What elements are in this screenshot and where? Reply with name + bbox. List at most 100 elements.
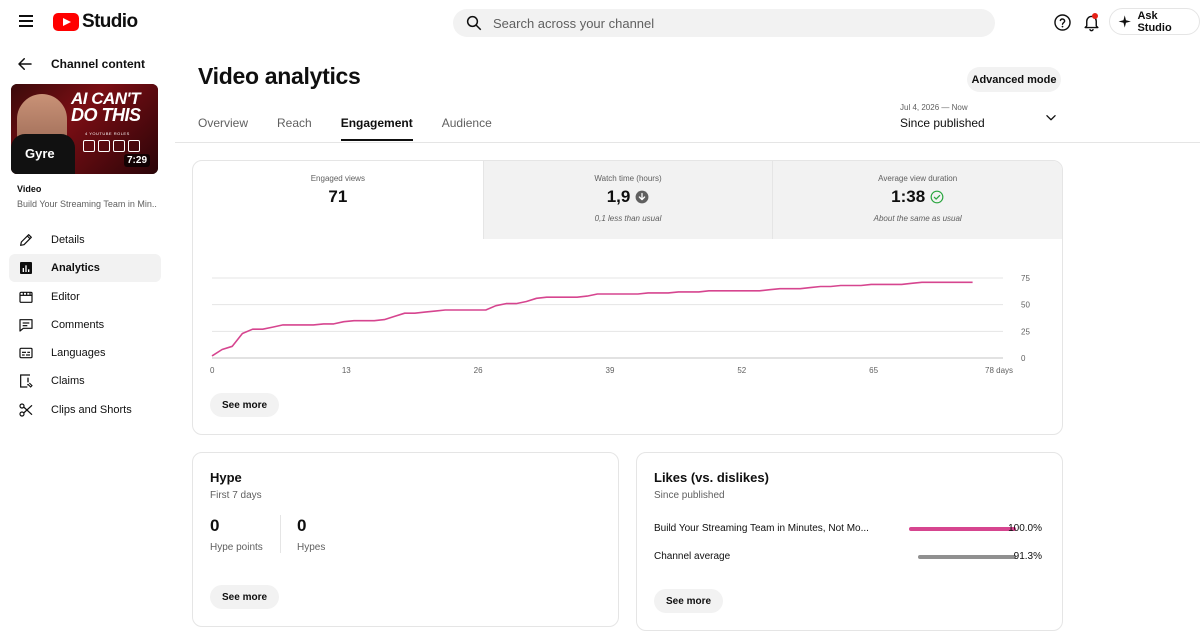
hype-card: Hype First 7 days 0 Hype points 0 Hypes … (192, 452, 619, 627)
engagement-see-more-button[interactable]: See more (210, 393, 280, 417)
tab-overview[interactable]: Overview (198, 116, 249, 130)
likes-row-label: Channel average (654, 551, 731, 562)
logo-text: Studio (82, 11, 138, 32)
metric-value: 1,9 (606, 187, 631, 206)
video-duration: 7:29 (123, 154, 150, 167)
likes-row-label: Build Your Streaming Team in Minutes, No… (654, 523, 869, 534)
sidebar-item-comments[interactable]: Comments (9, 311, 161, 339)
sidebar-item-label: Languages (51, 347, 106, 360)
likes-row-channel-average: Channel average 91.3% (654, 551, 1046, 565)
metric-engaged-views[interactable]: Engaged views 71 (193, 161, 483, 239)
sidebar-item-details[interactable]: Details (9, 226, 161, 254)
hype-points-label: Hype points (210, 542, 263, 553)
tab-reach[interactable]: Reach (277, 116, 312, 130)
search-bar[interactable] (453, 9, 995, 37)
x-tick-label: 65 (869, 366, 878, 375)
menu-icon[interactable] (16, 12, 36, 32)
ask-studio-button[interactable]: Ask Studio (1109, 8, 1200, 35)
metric-watch-time[interactable]: Watch time (hours) 1,9 0,1 less than usu… (482, 161, 773, 239)
x-tick-label: 52 (737, 366, 746, 375)
sidebar-item-label: Comments (51, 318, 105, 331)
hype-subtitle: First 7 days (210, 490, 262, 501)
stat-divider (280, 515, 281, 553)
metric-value: 71 (328, 187, 348, 206)
metric-label: Average view duration (878, 174, 958, 183)
youtube-logo-icon (53, 13, 79, 31)
notification-dot (1092, 13, 1098, 19)
sparkle-icon (1118, 15, 1131, 28)
x-tick-label: 26 (474, 366, 483, 375)
engaged-views-chart: 0 25 50 75 0 13 26 39 52 65 78 days (210, 274, 1030, 375)
thumbnail-icons (83, 140, 143, 152)
metric-label: Watch time (hours) (594, 174, 662, 183)
video-thumbnail[interactable]: AI CAN'T DO THIS 4 YOUTUBE ROLES Gyre 7:… (11, 84, 158, 174)
sidebar-item-analytics[interactable]: Analytics (9, 254, 161, 283)
sidebar-item-label: Editor (51, 290, 80, 303)
x-tick-label: 78 days (985, 366, 1013, 375)
search-input[interactable] (493, 15, 973, 31)
likes-bar-channel-average (918, 555, 1016, 559)
studio-logo[interactable]: Studio (53, 11, 138, 32)
likes-title: Likes (vs. dislikes) (654, 470, 769, 485)
sidebar-item-editor[interactable]: Editor (9, 283, 161, 311)
chevron-down-icon (1046, 115, 1056, 121)
video-title: Build Your Streaming Team in Min... (17, 199, 157, 209)
ask-studio-label: Ask Studio (1137, 9, 1172, 34)
back-label: Channel content (51, 57, 146, 71)
likes-see-more-button[interactable]: See more (654, 589, 724, 613)
y-tick-label: 75 (1021, 274, 1030, 283)
date-range-text: Jul 4, 2026 — Now (900, 103, 968, 112)
help-icon[interactable] (1053, 13, 1072, 32)
sidebar-item-label: Clips and Shorts (51, 403, 132, 416)
languages-icon (18, 345, 34, 361)
likes-subtitle: Since published (654, 490, 725, 501)
x-tick-label: 39 (606, 366, 615, 375)
sidebar-nav: Details Analytics Editor Comments Langua… (9, 226, 161, 424)
x-tick-label: 13 (342, 366, 351, 375)
thumbnail-brand: Gyre (25, 146, 55, 161)
editor-icon (18, 289, 34, 305)
pencil-icon (18, 232, 34, 248)
sidebar-item-label: Details (51, 234, 85, 246)
hype-points-stat: 0 Hype points (210, 516, 263, 553)
tabs-divider (175, 142, 1200, 143)
sidebar-item-label: Analytics (51, 262, 100, 275)
tab-audience[interactable]: Audience (441, 116, 492, 130)
analytics-tabs: Overview Reach Engagement Audience (198, 116, 521, 141)
top-bar: Studio Ask Studio (0, 0, 1200, 44)
search-icon (466, 15, 482, 31)
advanced-mode-button[interactable]: Advanced mode (967, 67, 1061, 92)
metric-note: About the same as usual (873, 214, 962, 223)
thumbnail-subtitle: 4 YOUTUBE ROLES (85, 131, 130, 136)
arrow-back-icon (18, 58, 32, 70)
metric-average-view-duration[interactable]: Average view duration 1:38 About the sam… (772, 161, 1062, 239)
hype-points-value: 0 (210, 516, 220, 535)
y-tick-label: 0 (1021, 354, 1026, 363)
date-range-value: Since published (900, 116, 985, 130)
sidebar-item-clips-and-shorts[interactable]: Clips and Shorts (9, 396, 161, 424)
claims-icon (18, 373, 34, 389)
hypes-stat: 0 Hypes (297, 516, 325, 553)
back-to-channel-content[interactable]: Channel content (16, 54, 145, 74)
metric-label: Engaged views (310, 174, 365, 183)
analytics-icon (18, 260, 34, 276)
date-range-selector[interactable]: Jul 4, 2026 — Now Since published (900, 103, 1062, 133)
sidebar-item-languages[interactable]: Languages (9, 339, 161, 367)
y-tick-label: 50 (1021, 301, 1030, 310)
metric-value: 1:38 (891, 187, 926, 206)
engagement-card: Engaged views 71 Watch time (hours) 1,9 … (192, 160, 1063, 435)
tab-engagement[interactable]: Engagement (340, 116, 413, 141)
likes-bar-video (909, 527, 1016, 531)
scissors-icon (18, 402, 34, 418)
likes-row-percent: 100.0% (1008, 523, 1042, 534)
video-type-label: Video (17, 184, 42, 194)
sidebar-item-claims[interactable]: Claims (9, 367, 161, 395)
engaged-views-line (211, 281, 973, 357)
likes-row-percent: 91.3% (1013, 551, 1042, 562)
metric-note: 0,1 less than usual (594, 214, 662, 223)
likes-row-video: Build Your Streaming Team in Minutes, No… (654, 523, 1046, 537)
hypes-label: Hypes (297, 542, 326, 553)
comments-icon (18, 317, 34, 333)
metric-tabs: Engaged views 71 Watch time (hours) 1,9 … (193, 161, 1062, 239)
hype-see-more-button[interactable]: See more (210, 585, 280, 609)
